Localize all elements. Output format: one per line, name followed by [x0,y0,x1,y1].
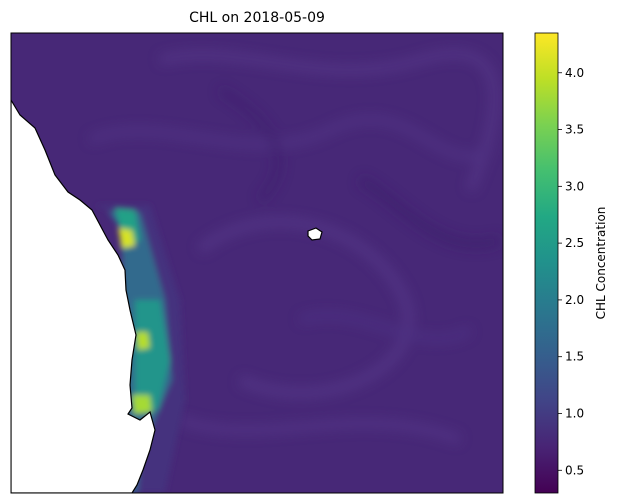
colorbar-tick-label: 2.0 [565,293,584,307]
colorbar-tick-label: 0.5 [565,463,584,477]
colorbar-label: CHL Concentration [594,207,608,320]
colorbar-tick-label: 4.0 [565,66,584,80]
land-mass [11,98,156,493]
colorbar-tick-label: 3.0 [565,179,584,193]
map-frame [10,32,504,494]
colorbar-tick-label: 3.5 [565,123,584,137]
colorbar-bar [534,32,559,494]
colorbar: 0.5 1.0 1.5 2.0 2.5 3.0 3.5 4.0 CHL Concentrati… [534,32,608,494]
colorbar-tick-label: 1.0 [565,406,584,420]
colorbar-tick-label: 1.5 [565,350,584,364]
ocean-texture [88,49,502,445]
island [307,227,323,241]
colorbar-ticks: 0.5 1.0 1.5 2.0 2.5 3.0 3.5 4.0 [558,66,584,477]
map-title: CHL on 2018-05-09 [189,10,325,26]
colorbar-tick-label: 2.5 [565,236,584,250]
map-panel [11,33,503,493]
